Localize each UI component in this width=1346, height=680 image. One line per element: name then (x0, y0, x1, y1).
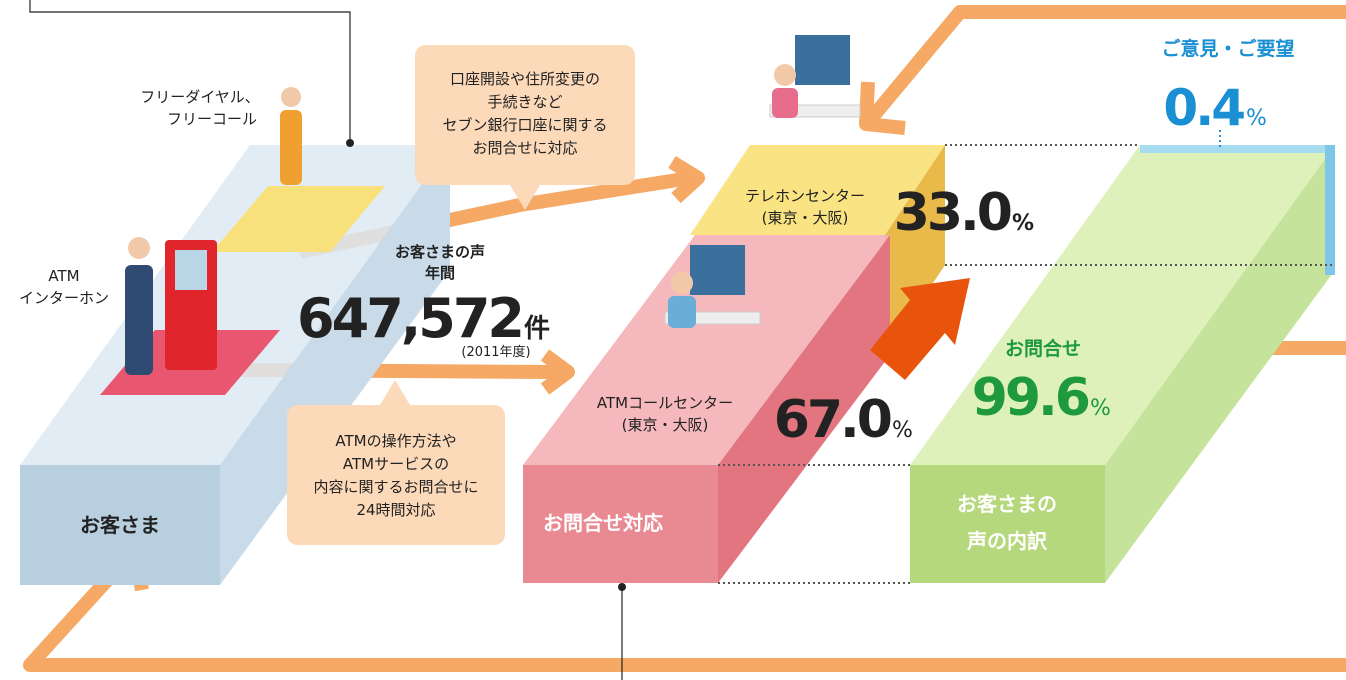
operator (671, 272, 693, 294)
atm-screen (175, 250, 207, 290)
breakdown-share: 99.6 (972, 368, 1089, 428)
center-unit: % (1012, 211, 1034, 236)
breakdown-name: ご意見・ご要望 (1161, 37, 1294, 60)
block-label: お問合せ対応 (543, 511, 663, 535)
person-head (128, 237, 150, 259)
center-name: (東京・大阪) (762, 209, 849, 227)
pointer-dot (618, 583, 626, 591)
caller-label: フリーダイヤル、 (140, 88, 260, 106)
opinion-layer (1140, 145, 1335, 153)
operator (774, 64, 796, 86)
top-arrow (870, 12, 1346, 120)
center-share: 33.0 (894, 183, 1011, 243)
bubble-text: 24時間対応 (356, 501, 435, 519)
person (280, 110, 302, 185)
total-period: (2011年度) (461, 344, 530, 360)
breakdown-share: 0.4 (1163, 79, 1244, 137)
caller-label: インターホン (19, 289, 109, 307)
total-value: 647,572 (297, 287, 522, 350)
operator (772, 88, 798, 118)
center-name: (東京・大阪) (622, 416, 709, 434)
pointer-dot (346, 139, 354, 147)
center-unit: % (892, 418, 913, 443)
center-share: 67.0 (774, 390, 891, 450)
monitor (795, 35, 850, 85)
center-name: テレホンセンター (745, 187, 865, 205)
breakdown-unit: % (1090, 396, 1111, 421)
person (125, 265, 153, 375)
infographic: フリーダイヤル、 フリーコール ATM インターホン お客さま 口座開設や住所変… (0, 0, 1346, 680)
block-label: お客さま (80, 513, 160, 537)
operator (668, 296, 696, 328)
bubble-text: 手続きなど (487, 93, 562, 111)
bubble-text: セブン銀行口座に関する (442, 116, 607, 134)
caller-label: フリーコール (167, 110, 257, 128)
block-front (910, 465, 1105, 583)
person-head (281, 87, 301, 107)
monitor (690, 245, 745, 295)
breakdown-unit: % (1246, 106, 1267, 131)
block-label: 声の内訳 (966, 529, 1048, 553)
caller-label: ATM (48, 267, 79, 285)
center-name: ATMコールセンター (597, 394, 733, 412)
bubble-text: 内容に関するお問合せに (313, 478, 478, 496)
total-caption: 年間 (425, 264, 455, 282)
opinion-side (1325, 145, 1335, 275)
breakdown-name: お問合せ (1005, 337, 1081, 360)
bubble-text: ATMの操作方法や (335, 432, 456, 450)
bubble-text: お問合せに対応 (472, 139, 577, 157)
total-caption: お客さまの声 (395, 243, 485, 261)
total-unit: 件 (524, 314, 550, 344)
bubble-text: ATMサービスの (343, 455, 449, 473)
bubble-text: 口座開設や住所変更の (450, 70, 600, 88)
block-label: お客さまの (957, 492, 1057, 516)
